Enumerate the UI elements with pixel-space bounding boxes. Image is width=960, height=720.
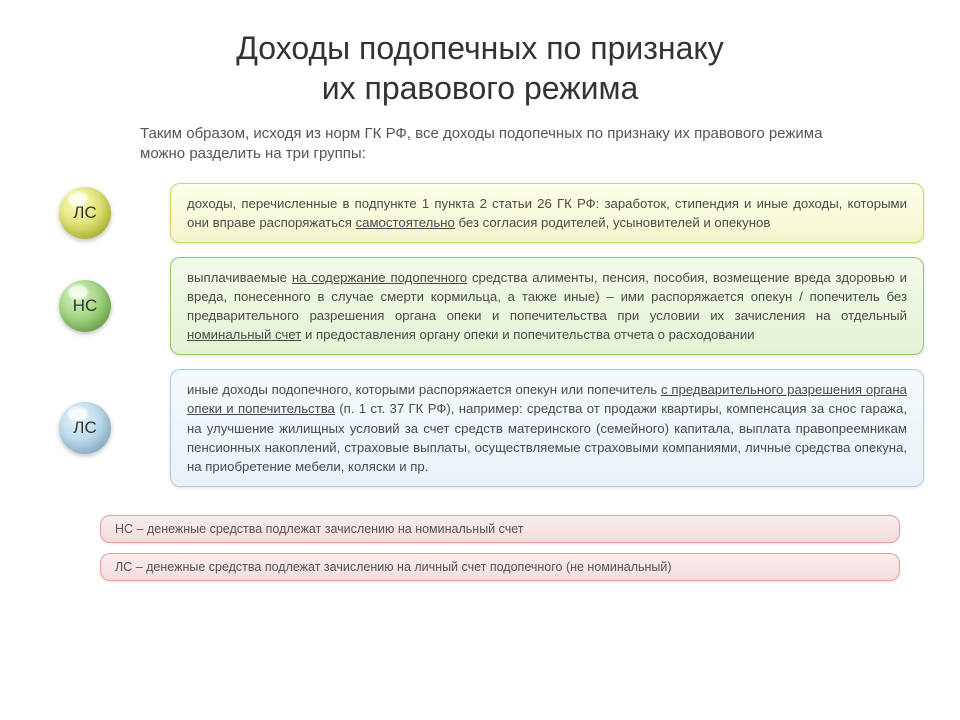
card-text: иные доходы подопечного, которыми распор…	[187, 382, 661, 397]
page-title: Доходы подопечных по признаку их правово…	[0, 0, 960, 116]
card-underline: самостоятельно	[356, 215, 455, 230]
category-row-2: ЛС иные доходы подопечного, которыми расп…	[0, 369, 924, 487]
category-orb: ЛС	[59, 187, 111, 239]
category-orb: ЛС	[59, 402, 111, 454]
card-text: без согласия родителей, усыновителей и о…	[455, 215, 771, 230]
category-card: доходы, перечисленные в подпункте 1 пунк…	[170, 183, 924, 243]
card-underline: на содержание подопечного	[292, 270, 467, 285]
legend-area: НС – денежные средства подлежат зачислен…	[0, 501, 960, 581]
category-card: иные доходы подопечного, которыми распор…	[170, 369, 924, 487]
category-card: выплачиваемые на содержание подопечного …	[170, 257, 924, 356]
category-orb: НС	[59, 280, 111, 332]
legend-item-1: ЛС – денежные средства подлежат зачислен…	[100, 553, 900, 581]
card-text: выплачиваемые	[187, 270, 292, 285]
orb-wrap: ЛС	[0, 402, 170, 454]
intro-text: Таким образом, исходя из норм ГК РФ, все…	[0, 116, 960, 183]
title-line-2: их правового режима	[322, 70, 639, 106]
category-rows: ЛС доходы, перечисленные в подпункте 1 пу…	[0, 183, 960, 488]
orb-wrap: ЛС	[0, 187, 170, 239]
card-text: и предоставления органу опеки и попечите…	[301, 327, 754, 342]
card-underline: номинальный счет	[187, 327, 301, 342]
category-row-1: НС выплачиваемые на содержание подопечног…	[0, 257, 924, 356]
title-line-1: Доходы подопечных по признаку	[236, 30, 723, 66]
category-row-0: ЛС доходы, перечисленные в подпункте 1 пу…	[0, 183, 924, 243]
legend-item-0: НС – денежные средства подлежат зачислен…	[100, 515, 900, 543]
orb-wrap: НС	[0, 280, 170, 332]
